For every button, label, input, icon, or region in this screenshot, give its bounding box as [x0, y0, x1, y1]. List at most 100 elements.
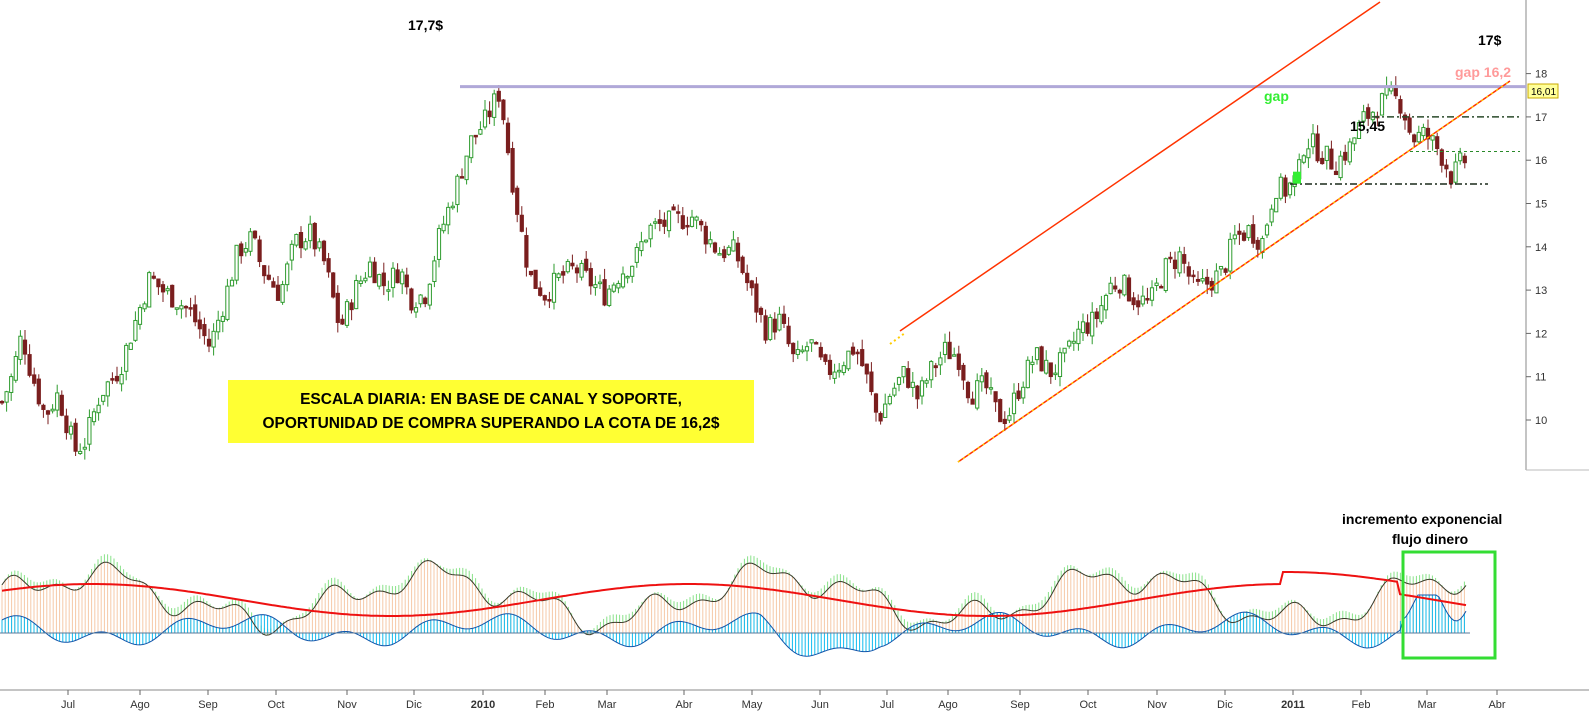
candle-body [542, 295, 547, 301]
candle-body [1412, 134, 1417, 143]
candle-body [749, 280, 754, 289]
candle-body [855, 351, 860, 355]
candle-body [262, 265, 267, 277]
candle-body [777, 313, 782, 331]
candle-body [1186, 266, 1191, 277]
candle-body [326, 258, 331, 273]
flow-label-1: incremento exponencial [1342, 511, 1502, 527]
candle-body [404, 274, 409, 288]
candle-body [151, 275, 156, 279]
y-tick-label: 10 [1535, 415, 1547, 427]
candle-body [1034, 347, 1040, 361]
candle-body [607, 288, 612, 306]
y-tick-label: 13 [1535, 285, 1547, 297]
candle-body [699, 220, 704, 226]
candle-body [942, 341, 948, 356]
candle-body [59, 394, 64, 416]
candle-body [708, 239, 713, 245]
candle-body [1163, 258, 1168, 292]
candle-body [179, 305, 184, 310]
last-price-label: 16,01 [1531, 87, 1556, 98]
candle-body [1246, 225, 1251, 239]
candle-body [1264, 224, 1270, 236]
x-tick-label: Jul [880, 699, 894, 711]
gap-box [1293, 171, 1301, 184]
candle-body [183, 305, 189, 309]
candle-body [1205, 276, 1210, 285]
oscillator-line [1, 559, 1467, 636]
candle-body [984, 372, 989, 389]
x-tick-label: Oct [267, 699, 284, 711]
channel-upper-line [899, 1, 1381, 332]
candle-body [1172, 259, 1178, 270]
candle-body [878, 412, 883, 422]
candle-body [924, 380, 929, 384]
y-tick-label: 18 [1535, 69, 1547, 81]
candle-body [1094, 311, 1099, 320]
candle-body [551, 272, 557, 303]
candle-body [1044, 359, 1049, 374]
candle-body [1177, 251, 1182, 274]
candle-body [772, 318, 777, 333]
candle-body [970, 398, 975, 405]
candle-body [524, 235, 529, 268]
candle-body [160, 284, 166, 293]
candle-body [786, 325, 791, 345]
candle-body [1435, 136, 1440, 150]
candle-body [1062, 347, 1067, 354]
candle-body [1085, 322, 1090, 334]
candle-body [344, 301, 350, 326]
candle-body [1347, 141, 1352, 163]
candle-body [13, 355, 18, 381]
candle-body [321, 240, 327, 262]
moving-average-line [1, 571, 1467, 617]
candle-body [639, 241, 644, 252]
note-line-1: ESCALA DIARIA: EN BASE DE CANAL Y SOPORT… [300, 390, 682, 408]
channel-lower-dots [957, 80, 1511, 463]
candle-body [864, 363, 869, 375]
candle-body [487, 110, 492, 118]
candle-body [1149, 287, 1155, 301]
candle-body [910, 381, 915, 388]
candle-body [492, 93, 497, 118]
candle-body [873, 393, 879, 413]
x-tick-label: May [742, 699, 763, 711]
candle-body [616, 282, 621, 289]
candle-body [519, 214, 524, 232]
candle-body [206, 338, 212, 347]
candle-body [745, 272, 750, 284]
candle-body [671, 206, 676, 211]
candle-body [915, 385, 920, 400]
candle-body [1195, 278, 1201, 282]
candle-body [1154, 282, 1159, 286]
candle-body [197, 319, 202, 330]
candle-body [979, 375, 984, 383]
candle-body [82, 446, 87, 450]
candle-body [611, 284, 616, 292]
candle-body [993, 391, 998, 403]
candle-body [561, 271, 566, 276]
candle-body [266, 274, 271, 280]
y-tick-label: 17 [1535, 112, 1547, 124]
candle-body [390, 267, 396, 289]
oscillator-panel [0, 550, 1497, 660]
candle-body [1255, 239, 1260, 250]
candle-body [1159, 285, 1164, 289]
candle-body [1356, 122, 1362, 140]
candle-body [427, 283, 432, 306]
candle-body [1398, 99, 1403, 114]
candle-body [1274, 197, 1279, 213]
candle-body [50, 408, 55, 412]
candle-body [1136, 300, 1141, 308]
candle-body [814, 342, 819, 345]
candle-body [1103, 294, 1109, 311]
candle-body [41, 404, 46, 410]
candle-body [400, 271, 405, 285]
candle-body [929, 361, 934, 381]
candle-body [482, 109, 488, 128]
candle-body [1458, 152, 1463, 162]
candle-body [1117, 289, 1122, 294]
candle-body [1002, 418, 1007, 425]
